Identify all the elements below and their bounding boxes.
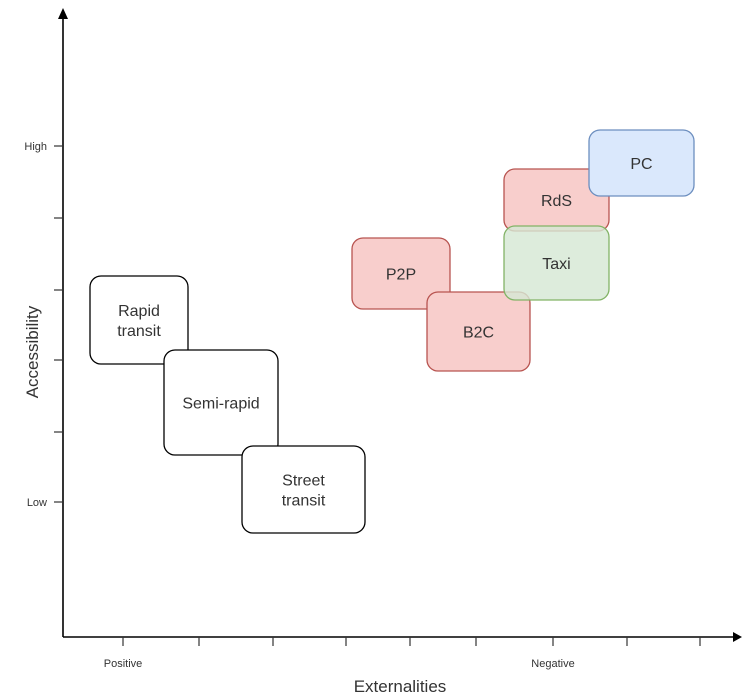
x-axis-ticks (122, 637, 701, 646)
mode-box-semi-rapid: Semi-rapid (163, 349, 279, 456)
mode-box-pc-shape (588, 129, 695, 197)
mode-box-rds: RdS (503, 168, 610, 232)
mode-label-b2c-line-1: B2C (463, 325, 494, 342)
y-axis-ticks (54, 145, 63, 503)
mode-label-rds-line-1: RdS (541, 193, 572, 210)
mode-label-street-transit-line-2: transit (282, 493, 326, 510)
mode-label-rapid-transit-line-2: transit (117, 323, 161, 340)
mode-box-semi-rapid-shape (163, 349, 279, 456)
mode-label-rapid-transit-line-1: Rapid (118, 303, 160, 320)
mode-label-pc-line-1: PC (630, 156, 652, 173)
y-tick-label-high: High (24, 141, 47, 153)
mode-box-b2c: B2C (426, 291, 531, 372)
mode-box-b2c-shape (426, 291, 531, 372)
x-tick-label-positive: Positive (104, 658, 143, 670)
mode-box-street-transit-shape (241, 445, 366, 534)
mode-box-rapid-transit-shape (89, 275, 189, 365)
mode-box-pc: PC (588, 129, 695, 197)
mode-label-p2p-line-1: P2P (386, 267, 416, 284)
mode-label-semi-rapid-line-1: Semi-rapid (182, 396, 259, 413)
mode-boxes: Rapid transit Semi-rapid Street transit P2P B2… (89, 129, 695, 534)
y-axis-title: Accessibility (23, 305, 42, 398)
y-axis: High Low Accessibility (23, 8, 68, 637)
mode-label-taxi-line-1: Taxi (542, 256, 570, 273)
x-axis-arrow-icon (733, 632, 742, 642)
x-tick-label-negative: Negative (531, 658, 574, 670)
mode-box-p2p: P2P (351, 237, 451, 310)
mode-label-street-transit-line-1: Street (282, 473, 325, 490)
mode-box-street-transit: Street transit (241, 445, 366, 534)
y-axis-arrow-icon (58, 8, 68, 19)
mode-box-p2p-shape (351, 237, 451, 310)
mode-box-taxi: Taxi (503, 225, 610, 301)
x-axis: Positive Negative Externalities (63, 632, 742, 696)
x-axis-title: Externalities (354, 677, 447, 696)
y-tick-label-low: Low (27, 497, 47, 509)
mode-box-taxi-shape (503, 225, 610, 301)
mode-box-rapid-transit: Rapid transit (89, 275, 189, 365)
